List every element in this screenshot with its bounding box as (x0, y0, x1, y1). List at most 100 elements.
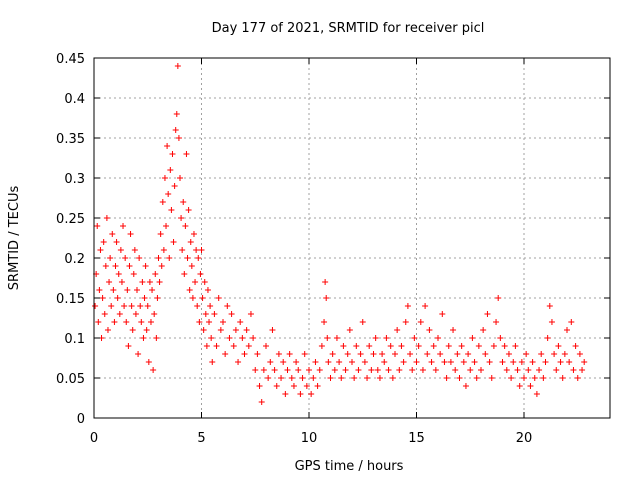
data-point (392, 351, 398, 357)
data-point (536, 367, 543, 373)
data-point (374, 367, 381, 373)
data-point (505, 351, 512, 357)
data-point (267, 359, 274, 365)
y-axis: 0 0.05 0.1 0.15 0.2 0.25 0.3 0.35 0.4 0.45 (56, 52, 610, 427)
data-point (129, 327, 136, 333)
data-point (183, 151, 190, 157)
data-point (132, 311, 139, 317)
data-point (452, 367, 459, 373)
y-tick-label: 0.05 (56, 372, 85, 387)
data-point (159, 199, 166, 205)
data-point (146, 279, 153, 285)
data-point (546, 303, 553, 309)
data-point (173, 111, 180, 117)
data-point (553, 367, 560, 373)
data-point (112, 263, 119, 269)
data-point (576, 351, 583, 357)
data-point (252, 367, 259, 373)
data-point (207, 303, 214, 309)
data-point (510, 359, 517, 365)
data-point (484, 311, 491, 317)
data-point (125, 343, 132, 349)
x-axis-label: GPS time / hours (295, 459, 404, 474)
data-point (260, 367, 267, 373)
data-point (325, 359, 332, 365)
data-point (529, 359, 536, 365)
data-point (182, 223, 189, 229)
data-point (127, 231, 134, 237)
data-point (165, 191, 172, 197)
data-point (572, 343, 579, 349)
data-point (338, 375, 345, 381)
data-point (297, 391, 304, 397)
y-tick-label: 0 (77, 412, 85, 427)
data-point (450, 327, 457, 333)
data-point (131, 247, 138, 253)
data-point (540, 375, 547, 381)
data-point (361, 359, 368, 365)
data-point (454, 351, 461, 357)
y-tick-label: 0.45 (56, 52, 85, 67)
data-point (199, 295, 206, 301)
data-point (144, 303, 151, 309)
data-point (533, 391, 540, 397)
data-point (137, 303, 144, 309)
y-tick-label: 0.15 (56, 292, 85, 307)
data-point (126, 263, 133, 269)
data-point (445, 343, 452, 349)
data-point (116, 311, 123, 317)
data-point (122, 255, 129, 261)
data-point (134, 287, 140, 293)
data-point (117, 247, 124, 253)
data-point (318, 343, 325, 349)
data-point (263, 343, 269, 349)
data-point (460, 359, 467, 365)
data-point (179, 247, 186, 253)
data-point (370, 351, 377, 357)
y-tick-label: 0.25 (56, 212, 85, 227)
data-point (323, 295, 330, 301)
data-point (203, 343, 210, 349)
data-point (254, 351, 261, 357)
data-point (551, 351, 558, 357)
data-point (404, 303, 411, 309)
data-point (115, 271, 122, 277)
data-point (149, 287, 156, 293)
data-point (288, 375, 295, 381)
data-point (456, 375, 463, 381)
data-point (327, 375, 334, 381)
data-point (486, 359, 493, 365)
data-point (342, 367, 349, 373)
data-point (531, 375, 538, 381)
data-point (503, 367, 510, 373)
data-point (303, 383, 310, 389)
data-point (154, 295, 161, 301)
data-point (167, 167, 174, 173)
data-point (114, 295, 121, 301)
data-point (475, 343, 482, 349)
data-point (447, 359, 454, 365)
data-point (435, 335, 441, 341)
data-point (247, 311, 254, 317)
x-tick-label: 5 (197, 431, 205, 446)
data-point (316, 367, 323, 373)
data-point (523, 351, 530, 357)
data-point (110, 287, 117, 293)
data-point (241, 351, 248, 357)
x-tick-label: 10 (301, 431, 318, 446)
data-point (95, 319, 102, 325)
data-point (265, 375, 272, 381)
data-point (104, 327, 111, 333)
data-point (366, 343, 373, 349)
x-tick-label: 0 (90, 431, 98, 446)
data-point (426, 327, 433, 333)
data-point (171, 183, 178, 189)
data-point (379, 351, 386, 357)
data-point (488, 375, 495, 381)
data-point (185, 207, 192, 213)
y-axis-label: SRMTID / TECUs (7, 186, 22, 291)
data-point (206, 319, 213, 325)
data-point (574, 375, 581, 381)
data-point (202, 311, 209, 317)
data-point (232, 327, 239, 333)
